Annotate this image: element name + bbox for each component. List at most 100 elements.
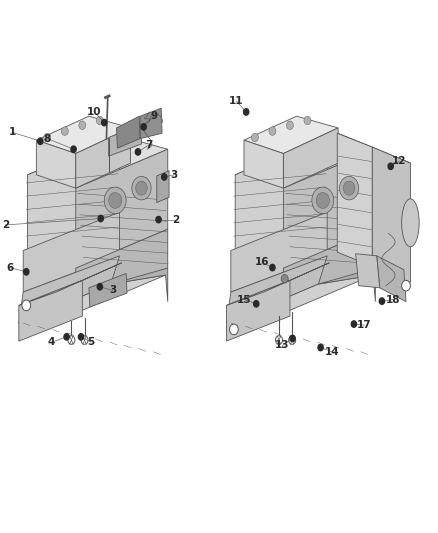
Polygon shape — [117, 116, 140, 148]
Circle shape — [162, 174, 167, 180]
Circle shape — [44, 133, 51, 142]
Circle shape — [78, 334, 84, 340]
Circle shape — [343, 181, 355, 195]
Circle shape — [68, 336, 75, 344]
Polygon shape — [318, 268, 375, 302]
Polygon shape — [226, 275, 373, 323]
Text: 5: 5 — [88, 337, 95, 347]
Circle shape — [22, 300, 31, 311]
Polygon shape — [28, 136, 120, 251]
Polygon shape — [23, 212, 120, 292]
Polygon shape — [36, 116, 131, 154]
Text: 3: 3 — [171, 170, 178, 180]
Circle shape — [276, 336, 283, 344]
Circle shape — [290, 335, 295, 342]
Polygon shape — [283, 229, 375, 307]
Polygon shape — [244, 140, 283, 188]
Text: 1: 1 — [9, 127, 16, 137]
Circle shape — [132, 176, 151, 200]
Polygon shape — [226, 256, 327, 323]
Circle shape — [141, 124, 146, 130]
Circle shape — [388, 163, 393, 169]
Circle shape — [270, 264, 275, 271]
Text: 16: 16 — [254, 257, 269, 267]
Circle shape — [135, 149, 141, 155]
Circle shape — [109, 192, 122, 208]
Text: 9: 9 — [151, 111, 158, 121]
Circle shape — [379, 298, 385, 304]
Circle shape — [97, 284, 102, 290]
Circle shape — [24, 269, 29, 275]
Polygon shape — [226, 263, 329, 305]
Polygon shape — [19, 275, 166, 323]
Circle shape — [281, 274, 288, 283]
Circle shape — [254, 301, 259, 307]
Text: 7: 7 — [145, 140, 152, 150]
Circle shape — [64, 334, 69, 340]
Polygon shape — [76, 149, 168, 268]
Polygon shape — [19, 256, 120, 323]
Text: 6: 6 — [6, 263, 13, 272]
Circle shape — [318, 344, 323, 351]
Polygon shape — [19, 263, 122, 305]
Text: 18: 18 — [386, 295, 401, 304]
Polygon shape — [235, 136, 327, 251]
Circle shape — [96, 116, 103, 125]
Circle shape — [102, 119, 107, 126]
Circle shape — [156, 216, 161, 223]
Circle shape — [38, 138, 43, 144]
Circle shape — [286, 121, 293, 130]
Circle shape — [136, 181, 147, 195]
Polygon shape — [76, 128, 131, 188]
Polygon shape — [356, 254, 380, 288]
Text: 8: 8 — [44, 134, 51, 143]
Polygon shape — [377, 256, 406, 302]
Polygon shape — [244, 116, 338, 154]
Text: 2: 2 — [173, 215, 180, 224]
Polygon shape — [235, 136, 375, 188]
Circle shape — [71, 146, 76, 152]
Circle shape — [289, 336, 296, 344]
Polygon shape — [226, 280, 290, 341]
Circle shape — [351, 321, 357, 327]
Polygon shape — [231, 212, 327, 292]
Polygon shape — [36, 140, 76, 188]
Polygon shape — [19, 280, 82, 341]
Polygon shape — [283, 128, 338, 188]
Circle shape — [244, 109, 249, 115]
Text: 17: 17 — [357, 320, 372, 330]
Polygon shape — [283, 149, 375, 268]
Polygon shape — [76, 229, 168, 307]
Circle shape — [81, 336, 88, 344]
Text: 10: 10 — [87, 107, 102, 117]
Text: 12: 12 — [392, 156, 407, 166]
Ellipse shape — [402, 199, 419, 247]
Text: 3: 3 — [110, 286, 117, 295]
Circle shape — [104, 187, 126, 214]
Polygon shape — [140, 108, 162, 139]
Circle shape — [251, 133, 258, 142]
Text: 13: 13 — [275, 341, 290, 350]
Text: 14: 14 — [325, 347, 339, 357]
Circle shape — [402, 280, 410, 291]
Polygon shape — [337, 133, 410, 163]
Circle shape — [230, 324, 238, 335]
Circle shape — [312, 187, 334, 214]
Polygon shape — [111, 268, 168, 302]
Circle shape — [98, 215, 103, 222]
Polygon shape — [157, 171, 169, 203]
Text: 15: 15 — [237, 295, 252, 304]
Polygon shape — [372, 147, 410, 282]
Circle shape — [269, 127, 276, 135]
Polygon shape — [109, 124, 141, 156]
Circle shape — [79, 121, 86, 130]
Circle shape — [316, 192, 329, 208]
Text: 4: 4 — [48, 337, 55, 347]
Text: 2: 2 — [2, 220, 9, 230]
Polygon shape — [337, 133, 372, 266]
Circle shape — [304, 116, 311, 125]
Circle shape — [61, 127, 68, 135]
Text: 11: 11 — [229, 96, 244, 106]
Circle shape — [339, 176, 359, 200]
Polygon shape — [89, 273, 127, 307]
